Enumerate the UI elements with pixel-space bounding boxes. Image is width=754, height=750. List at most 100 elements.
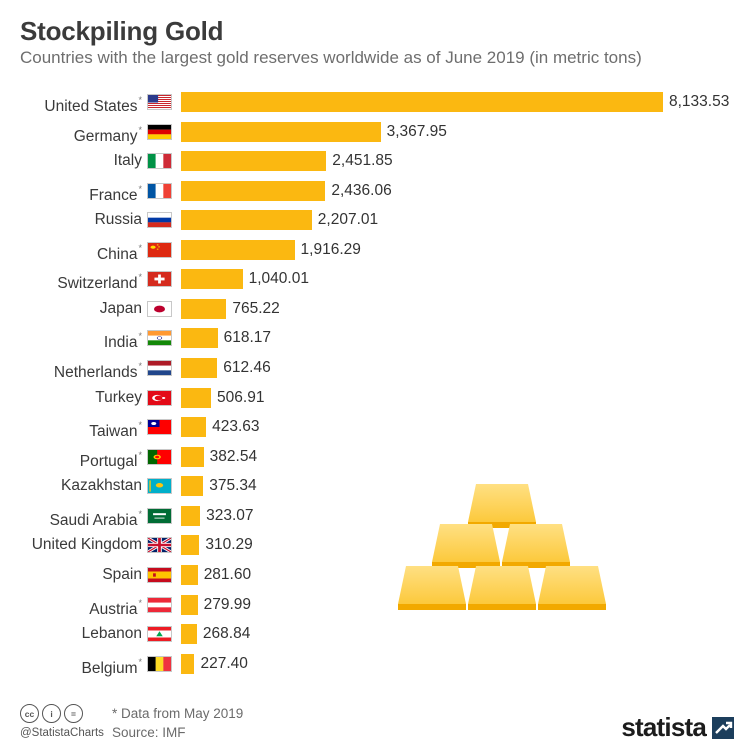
flag-tw-icon [147,419,172,436]
bar [181,535,200,556]
bar [181,180,326,201]
category-label-text: Belgium [81,659,138,677]
bar [181,239,295,260]
asterisk-marker: * [138,656,142,667]
category-label: Saudi Arabia* [49,505,142,529]
flag-jp-icon [147,300,172,317]
bar [181,358,218,379]
category-label-text: Lebanon [81,625,142,643]
bar [181,624,197,645]
flag-ru-icon [147,212,172,229]
bar [181,298,227,319]
asterisk-marker: * [138,597,142,608]
value-label: 618.17 [223,329,272,347]
footer-notes: * Data from May 2019 Source: IMF [112,704,243,742]
attribution-icon: i [42,704,61,723]
category-label-text: Netherlands [53,364,138,382]
flag-sa-icon [147,507,172,524]
value-label: 227.40 [200,654,248,672]
flag-it-icon [147,153,172,170]
asterisk-marker: * [138,272,142,283]
category-label: Italy [114,150,142,172]
flag-pt-icon [147,448,172,465]
gold-ingot [468,566,536,610]
gold-ingot [468,484,536,528]
bar [181,328,218,349]
category-label: France* [89,180,142,204]
value-label: 323.07 [206,506,254,524]
category-label-text: Spain [102,565,142,583]
chart-title: Stockpiling Gold [20,16,224,46]
flag-kz-icon [147,478,172,495]
statista-logo-icon [712,716,734,739]
twitter-handle: @StatistaCharts [20,727,104,739]
category-label: India* [104,327,142,351]
gold-bars-illustration [398,484,606,610]
bar [181,92,663,112]
value-label: 268.84 [202,625,251,643]
category-label: Kazakhstan [61,475,142,497]
category-label-text: China [96,245,138,263]
value-label: 8,133.53 [669,93,730,110]
value-label: 1,916.29 [300,240,361,258]
category-label: Spain [102,564,142,586]
category-label-text: Italy [113,152,142,170]
category-label: Japan [100,298,142,320]
value-label: 2,436.06 [331,181,392,199]
flag-at-icon [147,596,172,613]
bar [181,594,198,615]
bar [181,121,381,142]
bar [181,210,312,231]
gold-ingot [432,524,500,568]
category-label: Portugal* [79,446,142,470]
category-label-text: Saudi Arabia [49,511,138,529]
source: Source: IMF [112,725,186,740]
bar [181,151,327,172]
value-label: 423.63 [212,418,260,436]
footnote: * Data from May 2019 [112,706,244,721]
category-label-text: Russia [94,211,142,229]
chart-subtitle: Countries with the largest gold reserves… [20,48,642,67]
gold-ingot [502,524,570,568]
statista-logo[interactable]: statista [621,712,734,743]
asterisk-marker: * [138,124,142,135]
category-label-text: Taiwan [89,423,138,441]
flag-gb-icon [147,537,172,554]
category-label: Turkey [95,387,142,409]
value-label: 279.99 [203,595,251,613]
no-derivatives-icon: = [64,704,83,723]
category-label-text: Switzerland [57,275,138,293]
flag-es-icon [147,566,172,583]
gold-ingot [398,566,466,610]
flag-lb-icon [147,626,172,643]
category-label-text: France [89,186,138,204]
asterisk-marker: * [138,95,142,105]
category-label-text: United States [44,98,138,116]
category-label: Netherlands* [53,357,142,382]
asterisk-marker: * [138,331,142,342]
license-block: cc i = @StatistaCharts [20,704,104,739]
flag-ch-icon [147,271,172,288]
bar [181,446,204,467]
flag-cn-icon [147,241,172,258]
category-label: Austria* [89,594,142,618]
category-label-text: Austria [89,600,138,618]
category-label: United Kingdom [32,534,142,556]
bar [181,653,195,674]
bar [181,417,207,438]
bar [181,564,198,585]
flag-nl-icon [147,360,172,377]
value-label: 2,451.85 [332,152,393,170]
value-label: 765.22 [232,299,280,317]
category-label-text: Turkey [95,388,142,406]
category-label: Belgium* [81,653,142,677]
asterisk-marker: * [138,242,142,253]
value-label: 375.34 [209,477,257,495]
bar [181,476,204,497]
asterisk-marker: * [138,449,142,460]
category-label-text: Portugal [79,452,138,470]
gold-ingot [538,566,606,610]
value-label: 1,040.01 [248,270,309,288]
flag-us-icon [147,94,172,110]
